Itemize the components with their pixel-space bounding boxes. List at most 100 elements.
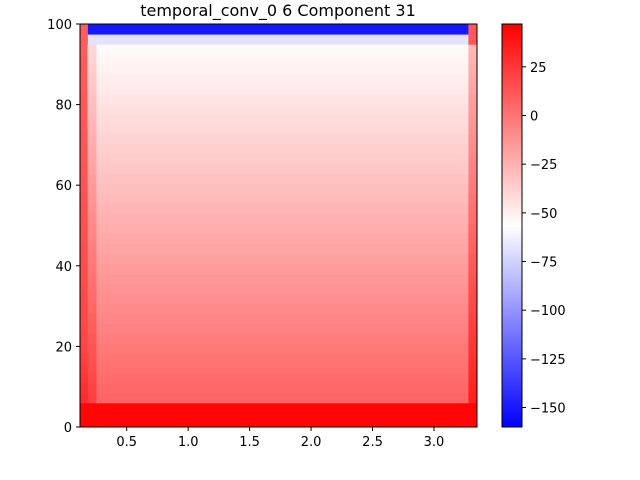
- heatmap-cell: [95, 173, 469, 185]
- heatmap-cell: [95, 123, 469, 135]
- heatmap-cell: [95, 213, 469, 224]
- heatmap-cell: [468, 153, 478, 165]
- x-tick-label: 2.5: [362, 435, 383, 450]
- y-tick-label: 100: [47, 18, 72, 33]
- colorbar-gradient: [501, 23, 523, 428]
- heatmap-cell: [80, 273, 88, 284]
- heatmap-cell: [95, 362, 469, 374]
- heatmap-cell: [80, 362, 88, 374]
- heatmap-cell: [87, 203, 97, 215]
- heatmap-cell: [468, 103, 478, 115]
- heatmap-cell: [80, 263, 88, 274]
- heatmap-cell: [87, 263, 97, 274]
- heatmap-cell: [80, 153, 88, 165]
- heatmap-cell: [95, 93, 469, 105]
- heatmap-cell-top-band: [87, 24, 469, 35]
- heatmap-cell: [468, 343, 478, 354]
- heatmap-cell: [95, 113, 469, 125]
- heatmap-cell: [80, 353, 88, 364]
- y-tick-label: 40: [55, 260, 72, 275]
- heatmap-cell: [468, 233, 478, 244]
- heatmap-cell: [468, 263, 478, 274]
- heatmap-cell: [468, 143, 478, 155]
- heatmap-cell: [87, 113, 97, 125]
- heatmap-cell: [468, 123, 478, 135]
- heatmap-cell: [87, 143, 97, 155]
- heatmap-cell: [87, 223, 97, 234]
- y-tick-label: 0: [64, 421, 72, 436]
- heatmap-cell: [95, 223, 469, 234]
- heatmap-cell: [95, 253, 469, 264]
- heatmap-cell: [468, 54, 478, 65]
- colorbar: 25 0 −25 −50 −75 −100 −125 −150: [501, 23, 566, 428]
- x-tick-label: 2.0: [301, 435, 322, 450]
- heatmap-cell: [87, 333, 97, 344]
- heatmap-cell: [95, 74, 469, 85]
- heatmap-cell: [468, 362, 478, 374]
- heatmap-cell-bottom-band: [80, 402, 478, 428]
- heatmap-cell: [468, 243, 478, 254]
- heatmap-cell: [95, 353, 469, 364]
- heatmap-cell: [468, 93, 478, 105]
- heatmap-cell: [468, 283, 478, 294]
- heatmap-cell: [95, 153, 469, 165]
- heatmap-cell: [87, 353, 97, 364]
- y-tick-label: 20: [55, 340, 72, 355]
- heatmap-cell: [468, 24, 478, 45]
- x-axis: 0.5 1.0 1.5 2.0 2.5 3.0: [116, 427, 444, 450]
- heatmap-cell: [80, 343, 88, 354]
- chart-title: temporal_conv_0 6 Component 31: [140, 1, 416, 21]
- heatmap-cell: [80, 392, 88, 404]
- colorbar-tick-label: −50: [530, 207, 557, 222]
- heatmap-cell: [95, 183, 469, 195]
- heatmap-cell: [87, 103, 97, 115]
- heatmap-cell: [95, 203, 469, 215]
- heatmap-cell: [468, 44, 478, 55]
- heatmap-cell: [468, 183, 478, 195]
- heatmap-cell: [80, 333, 88, 344]
- heatmap-cell: [80, 382, 88, 394]
- heatmap-cell: [468, 133, 478, 145]
- heatmap-cell: [80, 93, 88, 105]
- heatmap-cell: [95, 103, 469, 115]
- heatmap-cell: [80, 24, 88, 45]
- heatmap-cell: [468, 193, 478, 205]
- heatmap-cell: [95, 263, 469, 274]
- heatmap-cell: [95, 44, 469, 55]
- heatmap-cell: [80, 44, 88, 55]
- heatmap-cell: [80, 223, 88, 234]
- heatmap-cell: [468, 372, 478, 384]
- heatmap-cell: [80, 64, 88, 75]
- heatmap-cell: [80, 173, 88, 185]
- heatmap-cell: [468, 353, 478, 364]
- heatmap-cells: [80, 24, 478, 428]
- heatmap-cell: [80, 143, 88, 155]
- heatmap-cell: [87, 123, 97, 135]
- heatmap-cell: [95, 133, 469, 145]
- heatmap-cell: [95, 303, 469, 314]
- heatmap-cell: [87, 243, 97, 254]
- heatmap-cell: [468, 84, 478, 95]
- heatmap-cell: [468, 303, 478, 314]
- heatmap-cell: [95, 343, 469, 354]
- heatmap-cell: [80, 123, 88, 135]
- heatmap-cell: [80, 233, 88, 244]
- heatmap-cell: [468, 273, 478, 284]
- heatmap-cell: [87, 303, 97, 314]
- heatmap-cell: [80, 163, 88, 175]
- heatmap-cell: [95, 273, 469, 284]
- heatmap-cell: [468, 163, 478, 175]
- heatmap-cell: [87, 273, 97, 284]
- heatmap-cell: [87, 133, 97, 145]
- heatmap-cell: [87, 313, 97, 324]
- heatmap-cell: [80, 323, 88, 334]
- heatmap-cell: [468, 223, 478, 234]
- heatmap-cell: [95, 333, 469, 344]
- heatmap-cell: [80, 313, 88, 324]
- colorbar-tick-label: −25: [530, 158, 557, 173]
- colorbar-tick-label: −125: [530, 353, 566, 368]
- heatmap-cell: [80, 84, 88, 95]
- heatmap-cell: [87, 54, 97, 65]
- y-tick-label: 80: [55, 99, 72, 114]
